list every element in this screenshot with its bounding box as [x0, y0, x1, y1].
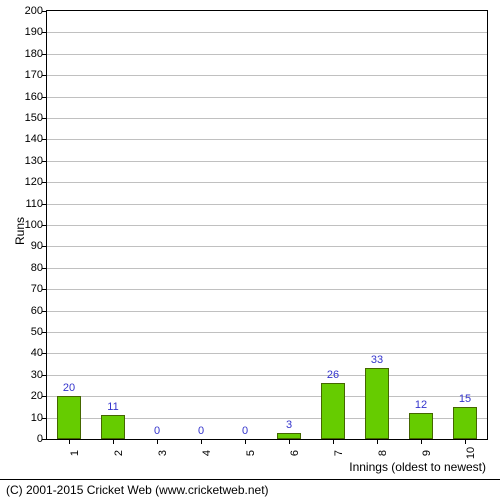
- bar-value-label: 0: [198, 425, 204, 437]
- bar: [101, 415, 125, 439]
- bar-value-label: 3: [286, 419, 292, 431]
- y-tick-label: 10: [31, 412, 47, 424]
- grid-line: [47, 75, 487, 76]
- x-tick-label: 1: [69, 450, 81, 456]
- x-tick-mark: [113, 439, 114, 444]
- x-tick-label: 10: [465, 447, 477, 459]
- grid-line: [47, 118, 487, 119]
- bar: [409, 413, 433, 439]
- grid-line: [47, 375, 487, 376]
- grid-line: [47, 225, 487, 226]
- bar-value-label: 0: [242, 425, 248, 437]
- y-tick-label: 30: [31, 369, 47, 381]
- y-tick-label: 100: [25, 219, 47, 231]
- y-tick-label: 90: [31, 240, 47, 252]
- grid-line: [47, 204, 487, 205]
- grid-line: [47, 353, 487, 354]
- x-tick-mark: [245, 439, 246, 444]
- bar: [57, 396, 81, 439]
- x-tick-label: 7: [333, 450, 345, 456]
- y-tick-label: 70: [31, 283, 47, 295]
- x-tick-label: 2: [113, 450, 125, 456]
- x-tick-label: 8: [377, 450, 389, 456]
- y-tick-label: 150: [25, 112, 47, 124]
- y-tick-label: 40: [31, 347, 47, 359]
- bar-value-label: 33: [371, 354, 383, 366]
- y-tick-label: 180: [25, 48, 47, 60]
- x-tick-mark: [289, 439, 290, 444]
- y-tick-label: 170: [25, 69, 47, 81]
- grid-line: [47, 311, 487, 312]
- x-tick-label: 3: [157, 450, 169, 456]
- x-tick-label: 5: [245, 450, 257, 456]
- x-tick-label: 6: [289, 450, 301, 456]
- grid-line: [47, 139, 487, 140]
- y-axis-title: Runs: [13, 217, 27, 245]
- bar: [453, 407, 477, 439]
- bar-value-label: 0: [154, 425, 160, 437]
- plot-area: 0102030405060708090100110120130140150160…: [46, 10, 488, 440]
- grid-line: [47, 246, 487, 247]
- x-axis-title: Innings (oldest to newest): [349, 460, 486, 474]
- grid-line: [47, 396, 487, 397]
- y-tick-label: 50: [31, 326, 47, 338]
- copyright-footer: (C) 2001-2015 Cricket Web (www.cricketwe…: [0, 479, 500, 500]
- y-tick-label: 110: [25, 198, 47, 210]
- bar-value-label: 15: [459, 393, 471, 405]
- y-tick-label: 20: [31, 390, 47, 402]
- y-tick-label: 80: [31, 262, 47, 274]
- grid-line: [47, 32, 487, 33]
- x-tick-mark: [201, 439, 202, 444]
- chart-container: 0102030405060708090100110120130140150160…: [0, 0, 500, 500]
- x-tick-mark: [69, 439, 70, 444]
- x-tick-mark: [333, 439, 334, 444]
- grid-line: [47, 54, 487, 55]
- grid-line: [47, 268, 487, 269]
- grid-line: [47, 97, 487, 98]
- x-tick-mark: [157, 439, 158, 444]
- y-tick-label: 120: [25, 176, 47, 188]
- grid-line: [47, 161, 487, 162]
- grid-line: [47, 289, 487, 290]
- x-tick-mark: [421, 439, 422, 444]
- bar: [365, 368, 389, 439]
- grid-line: [47, 332, 487, 333]
- y-tick-label: 60: [31, 305, 47, 317]
- x-tick-label: 9: [421, 450, 433, 456]
- y-tick-label: 190: [25, 26, 47, 38]
- y-tick-label: 160: [25, 91, 47, 103]
- bar-value-label: 20: [63, 382, 75, 394]
- grid-line: [47, 182, 487, 183]
- x-tick-mark: [465, 439, 466, 444]
- bar-value-label: 26: [327, 369, 339, 381]
- y-tick-label: 130: [25, 155, 47, 167]
- y-tick-label: 200: [25, 5, 47, 17]
- bar: [321, 383, 345, 439]
- bar-value-label: 12: [415, 399, 427, 411]
- bar-value-label: 11: [107, 401, 118, 413]
- x-tick-mark: [377, 439, 378, 444]
- y-tick-label: 0: [37, 433, 47, 445]
- y-tick-label: 140: [25, 133, 47, 145]
- x-tick-label: 4: [201, 450, 213, 456]
